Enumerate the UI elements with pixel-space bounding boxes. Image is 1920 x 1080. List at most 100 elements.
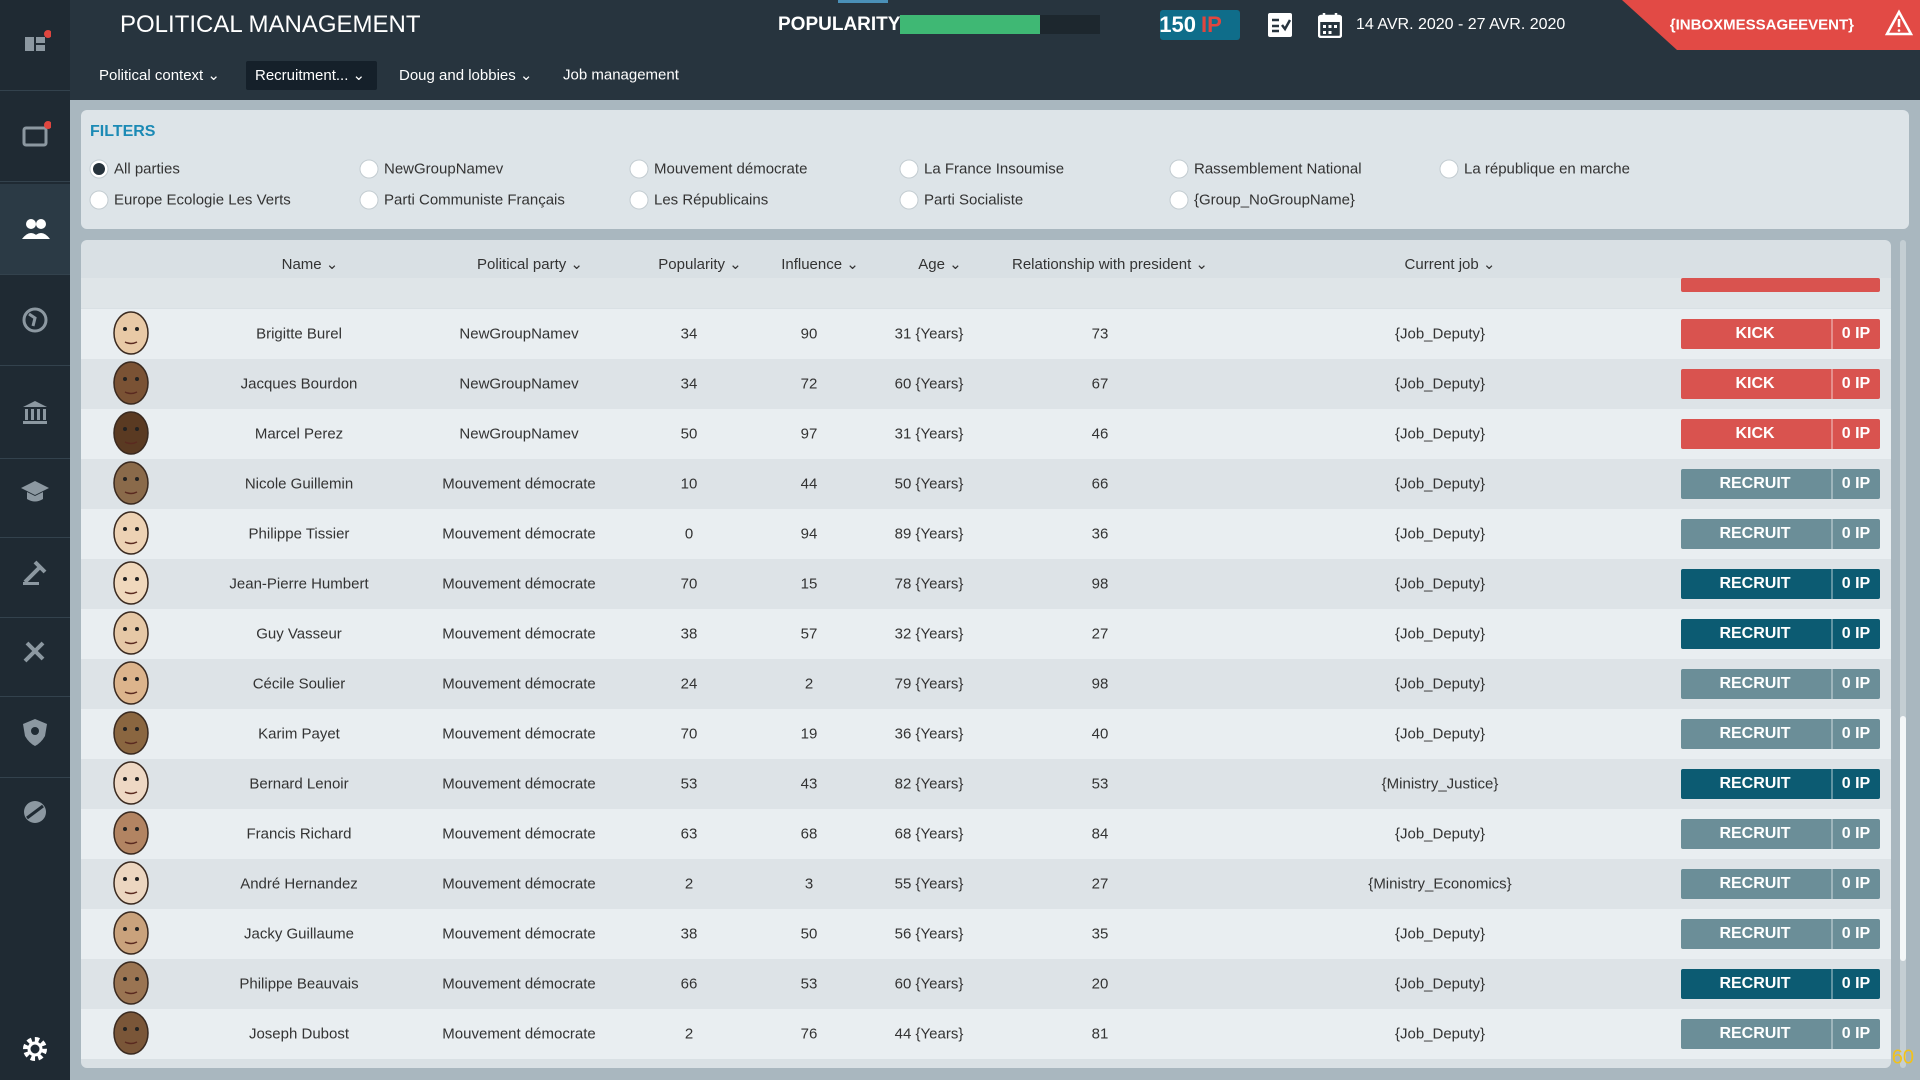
radio-button[interactable] xyxy=(629,159,649,179)
table-row[interactable] xyxy=(81,1009,1891,1059)
filter-option[interactable]: La république en marche xyxy=(1464,160,1630,178)
action-button[interactable]: RECRUIT 0 IP xyxy=(1681,969,1880,999)
action-label[interactable]: KICK xyxy=(1735,375,1775,392)
sidebar-icon[interactable] xyxy=(19,213,51,245)
action-button[interactable]: RECRUIT 0 IP xyxy=(1681,819,1880,849)
table-row[interactable] xyxy=(81,909,1891,959)
filter-option[interactable]: La France Insoumise xyxy=(924,160,1065,178)
table-row[interactable] xyxy=(81,959,1891,1009)
action-button[interactable]: RECRUIT 0 IP xyxy=(1681,519,1880,549)
action-button[interactable]: KICK 0 IP xyxy=(1681,419,1880,449)
column-header[interactable]: Political party ⌄ xyxy=(477,256,583,273)
action-button[interactable]: RECRUIT 0 IP xyxy=(1681,919,1880,949)
action-label[interactable]: RECRUIT xyxy=(1719,925,1791,942)
inbox-banner[interactable] xyxy=(1622,0,1920,50)
filter-option[interactable]: Parti Socialiste xyxy=(924,191,1024,209)
cell-influence: 2 xyxy=(804,675,814,693)
action-button[interactable]: RECRUIT 0 IP xyxy=(1681,719,1880,749)
sidebar-icon[interactable] xyxy=(19,397,51,429)
action-label[interactable]: RECRUIT xyxy=(1719,825,1791,842)
radio-button[interactable] xyxy=(89,190,109,210)
table-row[interactable] xyxy=(81,609,1891,659)
radio-button[interactable] xyxy=(899,190,919,210)
radio-button[interactable] xyxy=(899,159,919,179)
action-label[interactable]: RECRUIT xyxy=(1719,875,1791,892)
tab[interactable]: Political context ⌄ xyxy=(99,67,220,84)
radio-button[interactable] xyxy=(89,159,109,179)
column-header[interactable]: Current job ⌄ xyxy=(1404,256,1496,273)
sidebar-icon[interactable] xyxy=(19,476,51,508)
action-button[interactable]: RECRUIT 0 IP xyxy=(1681,619,1880,649)
sidebar-icon[interactable] xyxy=(19,635,51,667)
action-label[interactable]: RECRUIT xyxy=(1719,675,1791,692)
action-label[interactable]: RECRUIT xyxy=(1719,575,1791,592)
radio-button[interactable] xyxy=(359,159,379,179)
tab[interactable]: Recruitment... ⌄ xyxy=(255,67,366,84)
column-header[interactable]: Influence ⌄ xyxy=(781,256,859,273)
column-header[interactable]: Name ⌄ xyxy=(281,256,339,273)
tasks-icon[interactable] xyxy=(1267,12,1293,38)
cell-influence: 68 xyxy=(800,825,818,843)
action-label[interactable]: KICK xyxy=(1735,325,1775,342)
scrollbar-thumb[interactable] xyxy=(1900,716,1906,961)
column-header[interactable]: Popularity ⌄ xyxy=(658,256,742,273)
action-button[interactable]: RECRUIT 0 IP xyxy=(1681,469,1880,499)
filter-option[interactable]: Parti Communiste Français xyxy=(384,191,565,209)
cell-relationship: 73 xyxy=(1091,325,1109,343)
table-row[interactable] xyxy=(81,809,1891,859)
sidebar-icon[interactable] xyxy=(19,304,51,336)
action-button[interactable]: RECRUIT 0 IP xyxy=(1681,569,1880,599)
cell-job: {Ministry_Justice} xyxy=(1381,775,1499,793)
sidebar-divider xyxy=(0,537,70,538)
filter-option[interactable]: NewGroupNamev xyxy=(384,160,504,178)
filter-option[interactable]: Europe Ecologie Les Verts xyxy=(114,191,291,209)
cell-age: 56 {Years} xyxy=(894,925,964,943)
filter-option[interactable]: {Group_NoGroupName} xyxy=(1194,191,1355,209)
column-header[interactable]: Age ⌄ xyxy=(918,256,962,273)
action-label[interactable]: RECRUIT xyxy=(1719,725,1791,742)
filter-option[interactable]: Rassemblement National xyxy=(1194,160,1362,178)
table-row[interactable] xyxy=(81,309,1891,359)
table-row[interactable] xyxy=(81,659,1891,709)
table-row[interactable] xyxy=(81,459,1891,509)
filter-option[interactable]: Les Républicains xyxy=(654,191,769,209)
table-row[interactable] xyxy=(81,559,1891,609)
table-row[interactable] xyxy=(81,859,1891,909)
sidebar-icon[interactable] xyxy=(19,29,51,61)
radio-button[interactable] xyxy=(629,190,649,210)
column-header[interactable]: Relationship with president ⌄ xyxy=(1011,256,1209,273)
table-row[interactable] xyxy=(81,409,1891,459)
action-label[interactable]: RECRUIT xyxy=(1719,1025,1791,1042)
action-label[interactable]: RECRUIT xyxy=(1719,475,1791,492)
radio-button[interactable] xyxy=(359,190,379,210)
table-row[interactable] xyxy=(81,509,1891,559)
action-label[interactable]: RECRUIT xyxy=(1719,975,1791,992)
sidebar-icon[interactable] xyxy=(19,556,51,588)
filter-option[interactable]: All parties xyxy=(114,160,180,178)
avatar xyxy=(113,361,149,405)
action-label[interactable]: KICK xyxy=(1735,425,1775,442)
action-button[interactable]: RECRUIT 0 IP xyxy=(1681,869,1880,899)
inbox-message[interactable]: {INBOXMESSAGEEVENT} xyxy=(1669,16,1854,34)
action-button[interactable]: KICK 0 IP xyxy=(1681,369,1880,399)
sidebar-icon[interactable] xyxy=(19,120,51,152)
action-button[interactable]: RECRUIT 0 IP xyxy=(1681,669,1880,699)
sidebar-icon[interactable] xyxy=(19,716,51,748)
action-button[interactable]: KICK 0 IP xyxy=(1681,319,1880,349)
table-row[interactable] xyxy=(81,759,1891,809)
radio-button[interactable] xyxy=(1439,159,1459,179)
settings-icon[interactable] xyxy=(19,1033,51,1065)
tab[interactable]: Job management xyxy=(563,66,679,84)
radio-button[interactable] xyxy=(1169,190,1189,210)
tab[interactable]: Doug and lobbies ⌄ xyxy=(399,67,533,84)
radio-button[interactable] xyxy=(1169,159,1189,179)
action-button[interactable]: RECRUIT 0 IP xyxy=(1681,769,1880,799)
table-row[interactable] xyxy=(81,709,1891,759)
table-row[interactable] xyxy=(81,359,1891,409)
filter-option[interactable]: Mouvement démocrate xyxy=(654,160,808,178)
action-label[interactable]: RECRUIT xyxy=(1719,775,1791,792)
sidebar-icon[interactable] xyxy=(19,796,51,828)
action-button[interactable]: RECRUIT 0 IP xyxy=(1681,1019,1880,1049)
action-label[interactable]: RECRUIT xyxy=(1719,625,1791,642)
action-label[interactable]: RECRUIT xyxy=(1719,525,1791,542)
